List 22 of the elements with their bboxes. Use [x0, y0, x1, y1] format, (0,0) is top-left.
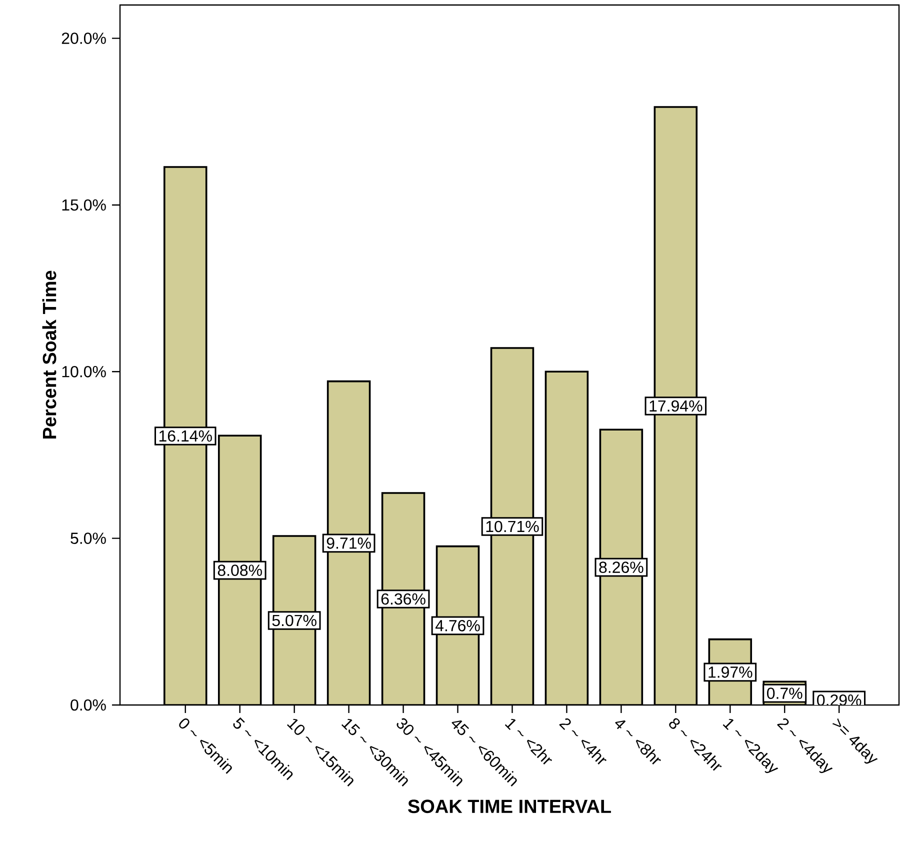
data-label: 1.97% [708, 666, 752, 678]
y-tick-label: 10.0% [62, 366, 106, 378]
x-tick-label: 2 ~ <4hr [559, 718, 606, 764]
data-label: 9.71% [326, 537, 371, 549]
x-axis-title: SOAK TIME INTERVAL [408, 800, 611, 814]
x-tick-label: 1 ~ <2hr [504, 718, 552, 764]
y-tick-label: 0.0% [70, 699, 106, 711]
data-label: 5.07% [272, 614, 316, 626]
y-tick-label: 20.0% [62, 32, 106, 44]
data-label: 8.26% [599, 562, 644, 573]
bar [546, 372, 588, 705]
data-label: 10.71% [486, 520, 539, 532]
data-label: 6.36% [381, 593, 426, 605]
data-label: 17.94% [650, 400, 702, 412]
y-tick-label: 5.0% [70, 532, 106, 544]
y-tick-label: 15.0% [62, 199, 106, 211]
data-label: 8.08% [218, 564, 262, 576]
y-axis-title: Percent Soak Time [42, 270, 56, 439]
data-label: 16.14% [159, 430, 212, 442]
data-label: 4.76% [435, 620, 480, 632]
x-tick-label: 4 ~ <8hr [615, 720, 661, 764]
data-label: 0.7% [767, 688, 802, 699]
